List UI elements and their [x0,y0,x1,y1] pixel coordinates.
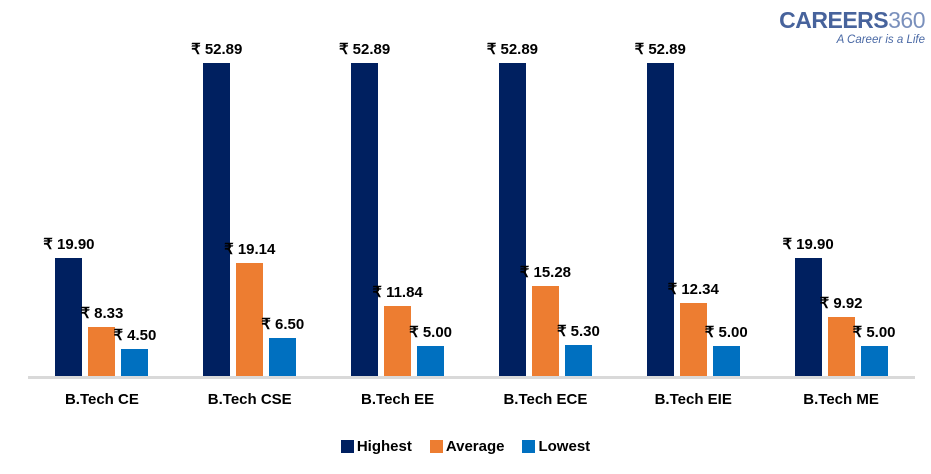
x-axis-line [28,376,915,379]
bar-group-b-tech-ee: ₹ 52.89 ₹ 11.84 ₹ 5.00 [324,41,472,376]
bar-average-b-tech-eie: ₹ 12.34 [668,281,719,376]
value-label-lowest-b-tech-me: ₹ 5.00 [852,324,896,342]
value-label-lowest-b-tech-ece: ₹ 5.30 [556,322,600,340]
bar-group-b-tech-ece: ₹ 52.89 ₹ 15.28 ₹ 5.30 [472,41,620,376]
bar-highest-b-tech-cse: ₹ 52.89 [191,41,242,376]
bar-highest-b-tech-me: ₹ 19.90 [782,236,834,376]
category-label-b-tech-me: B.Tech ME [803,391,879,408]
category-label-b-tech-eie: B.Tech EIE [654,391,732,408]
bar-lowest-b-tech-me: ₹ 5.00 [853,324,896,376]
bar-highest-b-tech-eie: ₹ 52.89 [635,41,686,376]
legend-item-average: Average [429,438,505,455]
plot-area: ₹ 19.90 ₹ 8.33 ₹ 4.50 ₹ 52.89 ₹ 19.14 ₹ 6.50 ₹… [28,41,915,376]
value-label-highest-b-tech-me: ₹ 19.90 [782,236,834,254]
category-label-b-tech-ece: B.Tech ECE [503,391,588,408]
bar-lowest-b-tech-ee: ₹ 5.00 [409,324,452,376]
value-label-highest-b-tech-ece: ₹ 52.89 [486,41,539,58]
value-label-average-b-tech-ece: ₹ 15.28 [519,263,572,281]
value-label-average-b-tech-ee: ₹ 11.84 [372,283,423,301]
logo-tagline: A Career is a Life [836,34,925,46]
careers360-logo: CAREERS360 A Career is a Life [779,9,925,47]
value-label-lowest-b-tech-eie: ₹ 5.00 [704,324,748,342]
value-label-highest-b-tech-cse: ₹ 52.89 [191,41,243,58]
x-axis-labels: B.Tech CE B.Tech CSE B.Tech EE B.Tech ECE B.… [28,391,915,408]
category-label-b-tech-cse: B.Tech CSE [207,391,292,408]
bar-average-b-tech-ee: ₹ 11.84 [372,284,423,376]
legend-item-highest: Highest [340,438,412,455]
legend-label-lowest: Lowest [538,438,591,455]
category-label-b-tech-ee: B.Tech EE [361,391,435,408]
value-label-lowest-b-tech-ee: ₹ 5.00 [409,324,453,342]
bar-lowest-b-tech-ce: ₹ 4.50 [113,327,156,376]
legend-label-average: Average [445,438,505,455]
legend: Highest Average Lowest [0,438,931,455]
legend-swatch-average [429,440,443,453]
bar-group-b-tech-ce: ₹ 19.90 ₹ 8.33 ₹ 4.50 [28,63,176,376]
bar-group-b-tech-cse: ₹ 52.89 ₹ 19.14 ₹ 6.50 [176,41,324,376]
logo-wordmark: CAREERS360 [779,9,925,32]
category-label-b-tech-ce: B.Tech CE [64,391,139,408]
legend-item-lowest: Lowest [522,438,590,455]
bar-average-b-tech-ece: ₹ 15.28 [520,264,571,376]
value-label-average-b-tech-ce: ₹ 8.33 [80,304,124,322]
bar-average-b-tech-ce: ₹ 8.33 [80,305,123,376]
bar-average-b-tech-me: ₹ 9.92 [820,295,863,376]
logo-text-360: 360 [888,7,925,33]
legend-swatch-highest [340,440,354,453]
value-label-highest-b-tech-eie: ₹ 52.89 [634,41,686,58]
value-label-average-b-tech-eie: ₹ 12.34 [667,281,719,298]
value-label-highest-b-tech-ce: ₹ 19.90 [43,236,95,254]
bar-lowest-b-tech-ece: ₹ 5.30 [557,323,600,376]
value-label-lowest-b-tech-ce: ₹ 4.50 [113,327,157,345]
value-label-average-b-tech-cse: ₹ 19.14 [224,240,276,258]
bar-highest-b-tech-ce: ₹ 19.90 [43,236,95,376]
legend-label-highest: Highest [356,438,412,455]
logo-text-careers: CAREERS [779,7,889,33]
bar-average-b-tech-cse: ₹ 19.14 [224,241,275,376]
value-label-average-b-tech-me: ₹ 9.92 [819,295,863,313]
bar-lowest-b-tech-eie: ₹ 5.00 [705,324,748,376]
legend-swatch-lowest [522,440,536,453]
value-label-lowest-b-tech-cse: ₹ 6.50 [261,315,305,333]
bar-group-b-tech-me: ₹ 19.90 ₹ 9.92 ₹ 5.00 [767,63,915,376]
bar-group-b-tech-eie: ₹ 52.89 ₹ 12.34 ₹ 5.00 [619,41,767,376]
value-label-highest-b-tech-ee: ₹ 52.89 [338,41,391,58]
bar-highest-b-tech-ece: ₹ 52.89 [487,41,538,376]
bar-highest-b-tech-ee: ₹ 52.89 [339,41,390,376]
bar-lowest-b-tech-cse: ₹ 6.50 [261,316,304,376]
